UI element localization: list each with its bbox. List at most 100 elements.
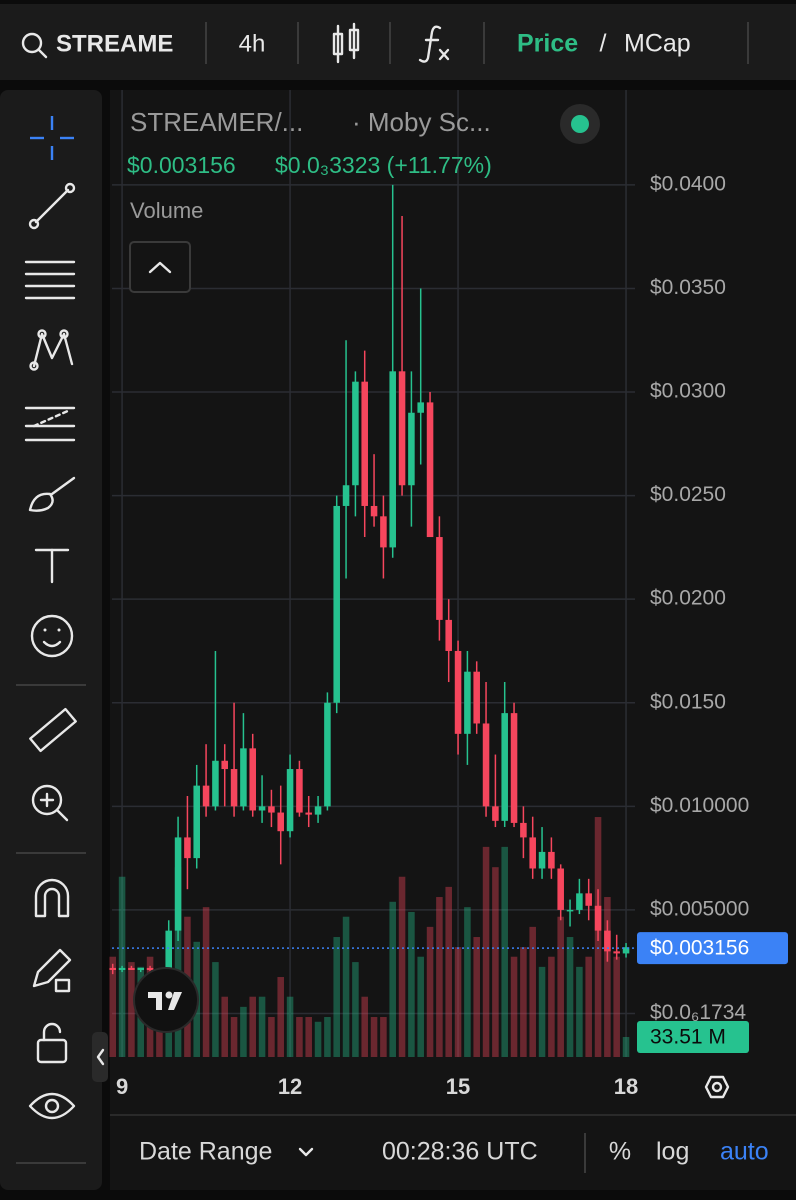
- zoom-tool[interactable]: [31, 784, 69, 822]
- candle-body: [585, 893, 592, 906]
- lock-drawing-tool[interactable]: [32, 948, 72, 993]
- y-tick-label: $0.0250: [650, 483, 726, 506]
- volume-bar: [445, 886, 452, 1057]
- volume-bar: [566, 937, 574, 1057]
- candle-body: [305, 812, 312, 815]
- chart-type-button[interactable]: [332, 22, 360, 64]
- icon-stroke: [44, 1098, 60, 1114]
- fib-tool[interactable]: [24, 260, 76, 300]
- icon-stroke: [28, 1092, 76, 1120]
- y-tick-label: $0.0₆1734: [650, 1001, 746, 1024]
- log-toggle[interactable]: log: [656, 1138, 689, 1166]
- volume-bar: [202, 907, 210, 1057]
- volume-bar: [333, 937, 340, 1057]
- indicators-button[interactable]: [418, 25, 450, 63]
- volume-tag: [637, 1020, 749, 1053]
- volume-tag-label: 33.51 M: [650, 1026, 726, 1049]
- candle-body: [174, 837, 182, 931]
- candle-body: [548, 851, 555, 869]
- candle-body: [342, 485, 350, 506]
- x-tick-label: 12: [278, 1074, 302, 1099]
- volume-bar: [352, 962, 359, 1057]
- icon-stroke: [704, 1075, 730, 1099]
- y-tick-label: $0.0400: [650, 172, 726, 195]
- candle-body: [212, 760, 219, 807]
- collapse-icon: [96, 1048, 105, 1066]
- search-icon: [21, 32, 43, 54]
- icon-stroke: [32, 332, 74, 368]
- candle-body: [184, 837, 191, 859]
- volume-bar: [174, 867, 182, 1057]
- symbol[interactable]: STREAMER/...: [130, 107, 303, 137]
- candle-body: [445, 619, 452, 651]
- emoji-tool[interactable]: [30, 614, 74, 658]
- x-tick-label: 15: [446, 1074, 470, 1099]
- legend-price: $0.003156: [127, 152, 236, 178]
- x-tick-label: 9: [116, 1074, 128, 1099]
- icon-stroke: [50, 476, 76, 496]
- search[interactable]: STREAME: [21, 30, 173, 59]
- ruler-tool[interactable]: [29, 707, 77, 753]
- volume-bar: [510, 956, 518, 1057]
- percent-toggle[interactable]: %: [609, 1138, 631, 1166]
- candle-body: [118, 967, 126, 970]
- candle-body: [622, 947, 630, 954]
- volume-bar: [230, 1017, 238, 1057]
- icon-stroke: [32, 948, 72, 988]
- volume-bar: [482, 846, 490, 1057]
- pattern-tool[interactable]: [29, 329, 74, 371]
- icon-stroke: [32, 408, 72, 428]
- candle-body: [128, 967, 135, 970]
- volume-bar: [426, 926, 434, 1057]
- volume-bar: [417, 956, 424, 1057]
- icon-stroke: [34, 878, 70, 918]
- settings-button[interactable]: [704, 1075, 730, 1099]
- volume-bar: [389, 901, 396, 1057]
- date-range[interactable]: Date Range: [139, 1138, 272, 1166]
- candle-body: [398, 371, 406, 486]
- tv-logo[interactable]: [133, 967, 199, 1033]
- volume-bar: [473, 937, 480, 1057]
- volume-bar: [501, 846, 508, 1057]
- auto-toggle[interactable]: auto: [720, 1138, 769, 1166]
- trend-line-tool[interactable]: [28, 182, 76, 230]
- icon-stroke: [54, 978, 71, 993]
- icon-stroke: [34, 188, 70, 224]
- volume-bar: [324, 1017, 331, 1057]
- projection-tool[interactable]: [24, 406, 76, 442]
- candle-body: [296, 769, 303, 813]
- icon-stroke: [55, 808, 69, 822]
- magnet-tool[interactable]: [34, 878, 70, 918]
- candle-body: [510, 713, 518, 823]
- visibility-tool[interactable]: [28, 1092, 76, 1120]
- volume-bar: [212, 962, 219, 1057]
- candle-body: [576, 893, 583, 910]
- volume-bar: [258, 996, 266, 1057]
- y-tick-label: $0.0300: [650, 380, 726, 403]
- tv-logo-glyph: [148, 992, 182, 1010]
- fx-icon: [438, 48, 450, 61]
- crosshair-tool[interactable]: [30, 116, 74, 160]
- icon-stroke: [43, 628, 47, 632]
- mcap-toggle[interactable]: MCap: [624, 30, 691, 58]
- y-tick-label: $0.005000: [650, 897, 749, 920]
- clock: 00:28:36 UTC: [382, 1138, 538, 1166]
- price-toggle[interactable]: Price: [517, 30, 578, 58]
- y-tick-label: $0.0200: [650, 587, 726, 610]
- volume-bar: [576, 966, 583, 1057]
- search-text[interactable]: STREAME: [56, 30, 173, 57]
- volume-bar: [613, 956, 620, 1057]
- candle-body: [594, 905, 602, 931]
- x-tick-label: 18: [614, 1074, 638, 1099]
- text-tool[interactable]: [34, 548, 70, 584]
- volume-bar: [585, 956, 592, 1057]
- candle-body: [370, 505, 378, 517]
- collapse-toolbar[interactable]: [92, 1032, 108, 1082]
- interval[interactable]: 4h: [239, 30, 266, 57]
- collapse-legend[interactable]: [129, 241, 191, 293]
- candle-layer: [109, 184, 630, 977]
- candle-body: [258, 806, 266, 811]
- lock-tool[interactable]: [36, 1022, 68, 1064]
- y-tick-label: $0.0350: [650, 276, 726, 299]
- brush-tool[interactable]: [28, 476, 76, 512]
